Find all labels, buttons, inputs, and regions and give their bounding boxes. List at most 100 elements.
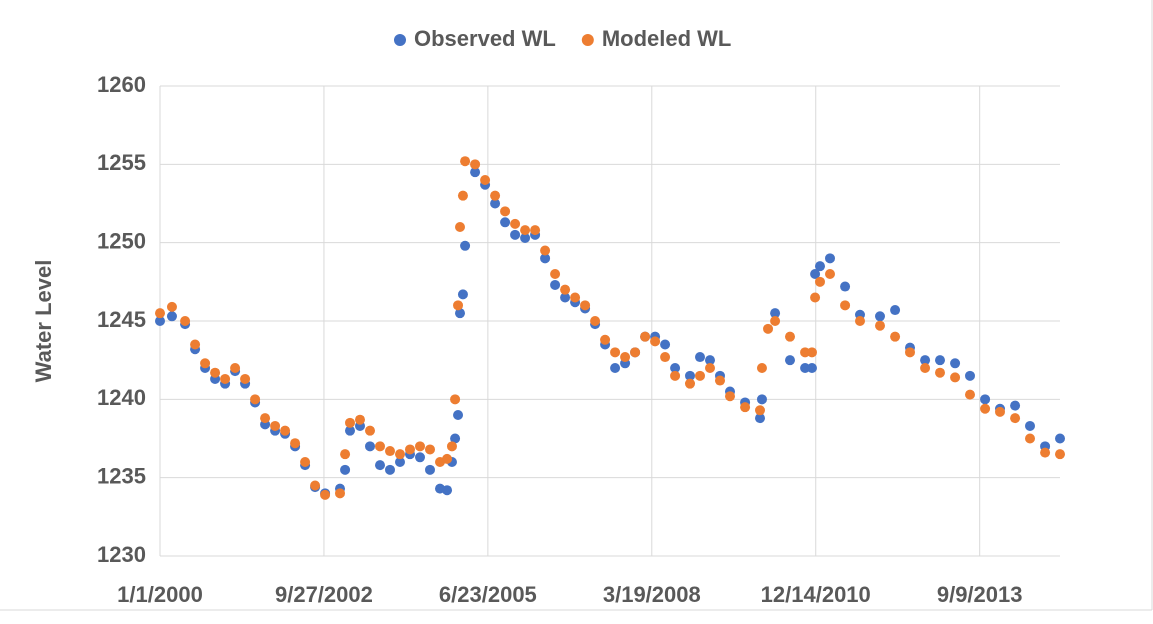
point bbox=[740, 402, 751, 413]
point bbox=[560, 292, 571, 303]
point bbox=[155, 308, 165, 319]
point bbox=[670, 370, 681, 381]
point bbox=[470, 167, 481, 178]
point bbox=[650, 336, 661, 347]
point bbox=[425, 444, 435, 455]
point bbox=[385, 464, 395, 475]
point bbox=[756, 363, 767, 373]
point bbox=[1025, 420, 1035, 431]
point bbox=[490, 190, 501, 201]
point bbox=[355, 414, 365, 425]
point bbox=[825, 253, 835, 264]
point bbox=[166, 301, 177, 312]
y-tick-label: 1250 bbox=[97, 228, 146, 253]
point bbox=[442, 453, 453, 464]
y-tick-label: 1260 bbox=[97, 72, 146, 97]
point bbox=[1010, 400, 1021, 411]
point bbox=[685, 378, 695, 389]
point bbox=[450, 433, 461, 444]
x-tick-label: 3/19/2008 bbox=[603, 582, 701, 607]
point bbox=[1010, 413, 1021, 424]
point bbox=[530, 225, 541, 236]
point bbox=[155, 316, 165, 326]
x-tick-label: 6/23/2005 bbox=[439, 582, 537, 607]
point bbox=[540, 253, 551, 264]
point bbox=[840, 300, 851, 311]
point bbox=[200, 358, 211, 369]
point bbox=[800, 363, 811, 373]
point bbox=[695, 370, 705, 381]
point bbox=[375, 441, 385, 452]
point bbox=[935, 367, 945, 378]
point bbox=[457, 289, 468, 300]
point bbox=[825, 269, 835, 279]
point bbox=[190, 339, 201, 350]
point bbox=[340, 449, 351, 460]
point bbox=[460, 156, 471, 167]
point bbox=[442, 485, 453, 496]
point bbox=[345, 417, 355, 428]
point bbox=[425, 464, 435, 475]
point bbox=[310, 480, 321, 491]
point bbox=[1025, 433, 1035, 444]
point bbox=[995, 406, 1005, 417]
point bbox=[980, 394, 991, 405]
point bbox=[450, 394, 461, 405]
point bbox=[1055, 449, 1065, 460]
point bbox=[500, 217, 511, 228]
point bbox=[446, 441, 457, 452]
point bbox=[810, 269, 821, 279]
point bbox=[770, 316, 781, 326]
point bbox=[405, 444, 415, 455]
point bbox=[610, 363, 621, 373]
legend-label: Modeled WL bbox=[602, 26, 732, 51]
point bbox=[395, 457, 405, 467]
point bbox=[510, 218, 521, 229]
legend-marker bbox=[394, 34, 406, 46]
point bbox=[500, 206, 511, 217]
point bbox=[375, 460, 385, 471]
point bbox=[685, 370, 695, 381]
point bbox=[965, 389, 975, 400]
point bbox=[756, 394, 767, 405]
point bbox=[660, 339, 671, 350]
point bbox=[250, 394, 261, 405]
point bbox=[715, 375, 725, 386]
point bbox=[770, 308, 781, 319]
point bbox=[415, 441, 425, 452]
point bbox=[460, 240, 471, 251]
point bbox=[520, 232, 531, 243]
point bbox=[166, 311, 177, 322]
point bbox=[335, 488, 345, 499]
point bbox=[640, 331, 651, 342]
point bbox=[705, 363, 715, 373]
point bbox=[725, 391, 735, 402]
y-tick-label: 1235 bbox=[97, 463, 146, 488]
point bbox=[815, 261, 825, 272]
point bbox=[240, 373, 251, 384]
point bbox=[560, 284, 571, 295]
point bbox=[260, 413, 271, 424]
x-tick-label: 9/9/2013 bbox=[937, 582, 1023, 607]
x-tick-label: 9/27/2002 bbox=[275, 582, 373, 607]
point bbox=[180, 316, 191, 326]
point bbox=[920, 355, 931, 366]
point bbox=[905, 347, 915, 358]
point bbox=[510, 229, 521, 240]
point bbox=[785, 355, 795, 366]
point bbox=[1055, 433, 1065, 444]
point bbox=[320, 489, 331, 500]
point bbox=[705, 355, 715, 366]
y-tick-label: 1240 bbox=[97, 385, 146, 410]
point bbox=[875, 320, 885, 331]
point bbox=[840, 281, 851, 292]
point bbox=[590, 316, 601, 326]
point bbox=[365, 441, 375, 452]
point bbox=[220, 373, 231, 384]
point bbox=[600, 334, 611, 345]
point bbox=[455, 308, 465, 319]
point bbox=[806, 347, 817, 358]
point bbox=[540, 245, 551, 256]
point bbox=[935, 355, 945, 366]
